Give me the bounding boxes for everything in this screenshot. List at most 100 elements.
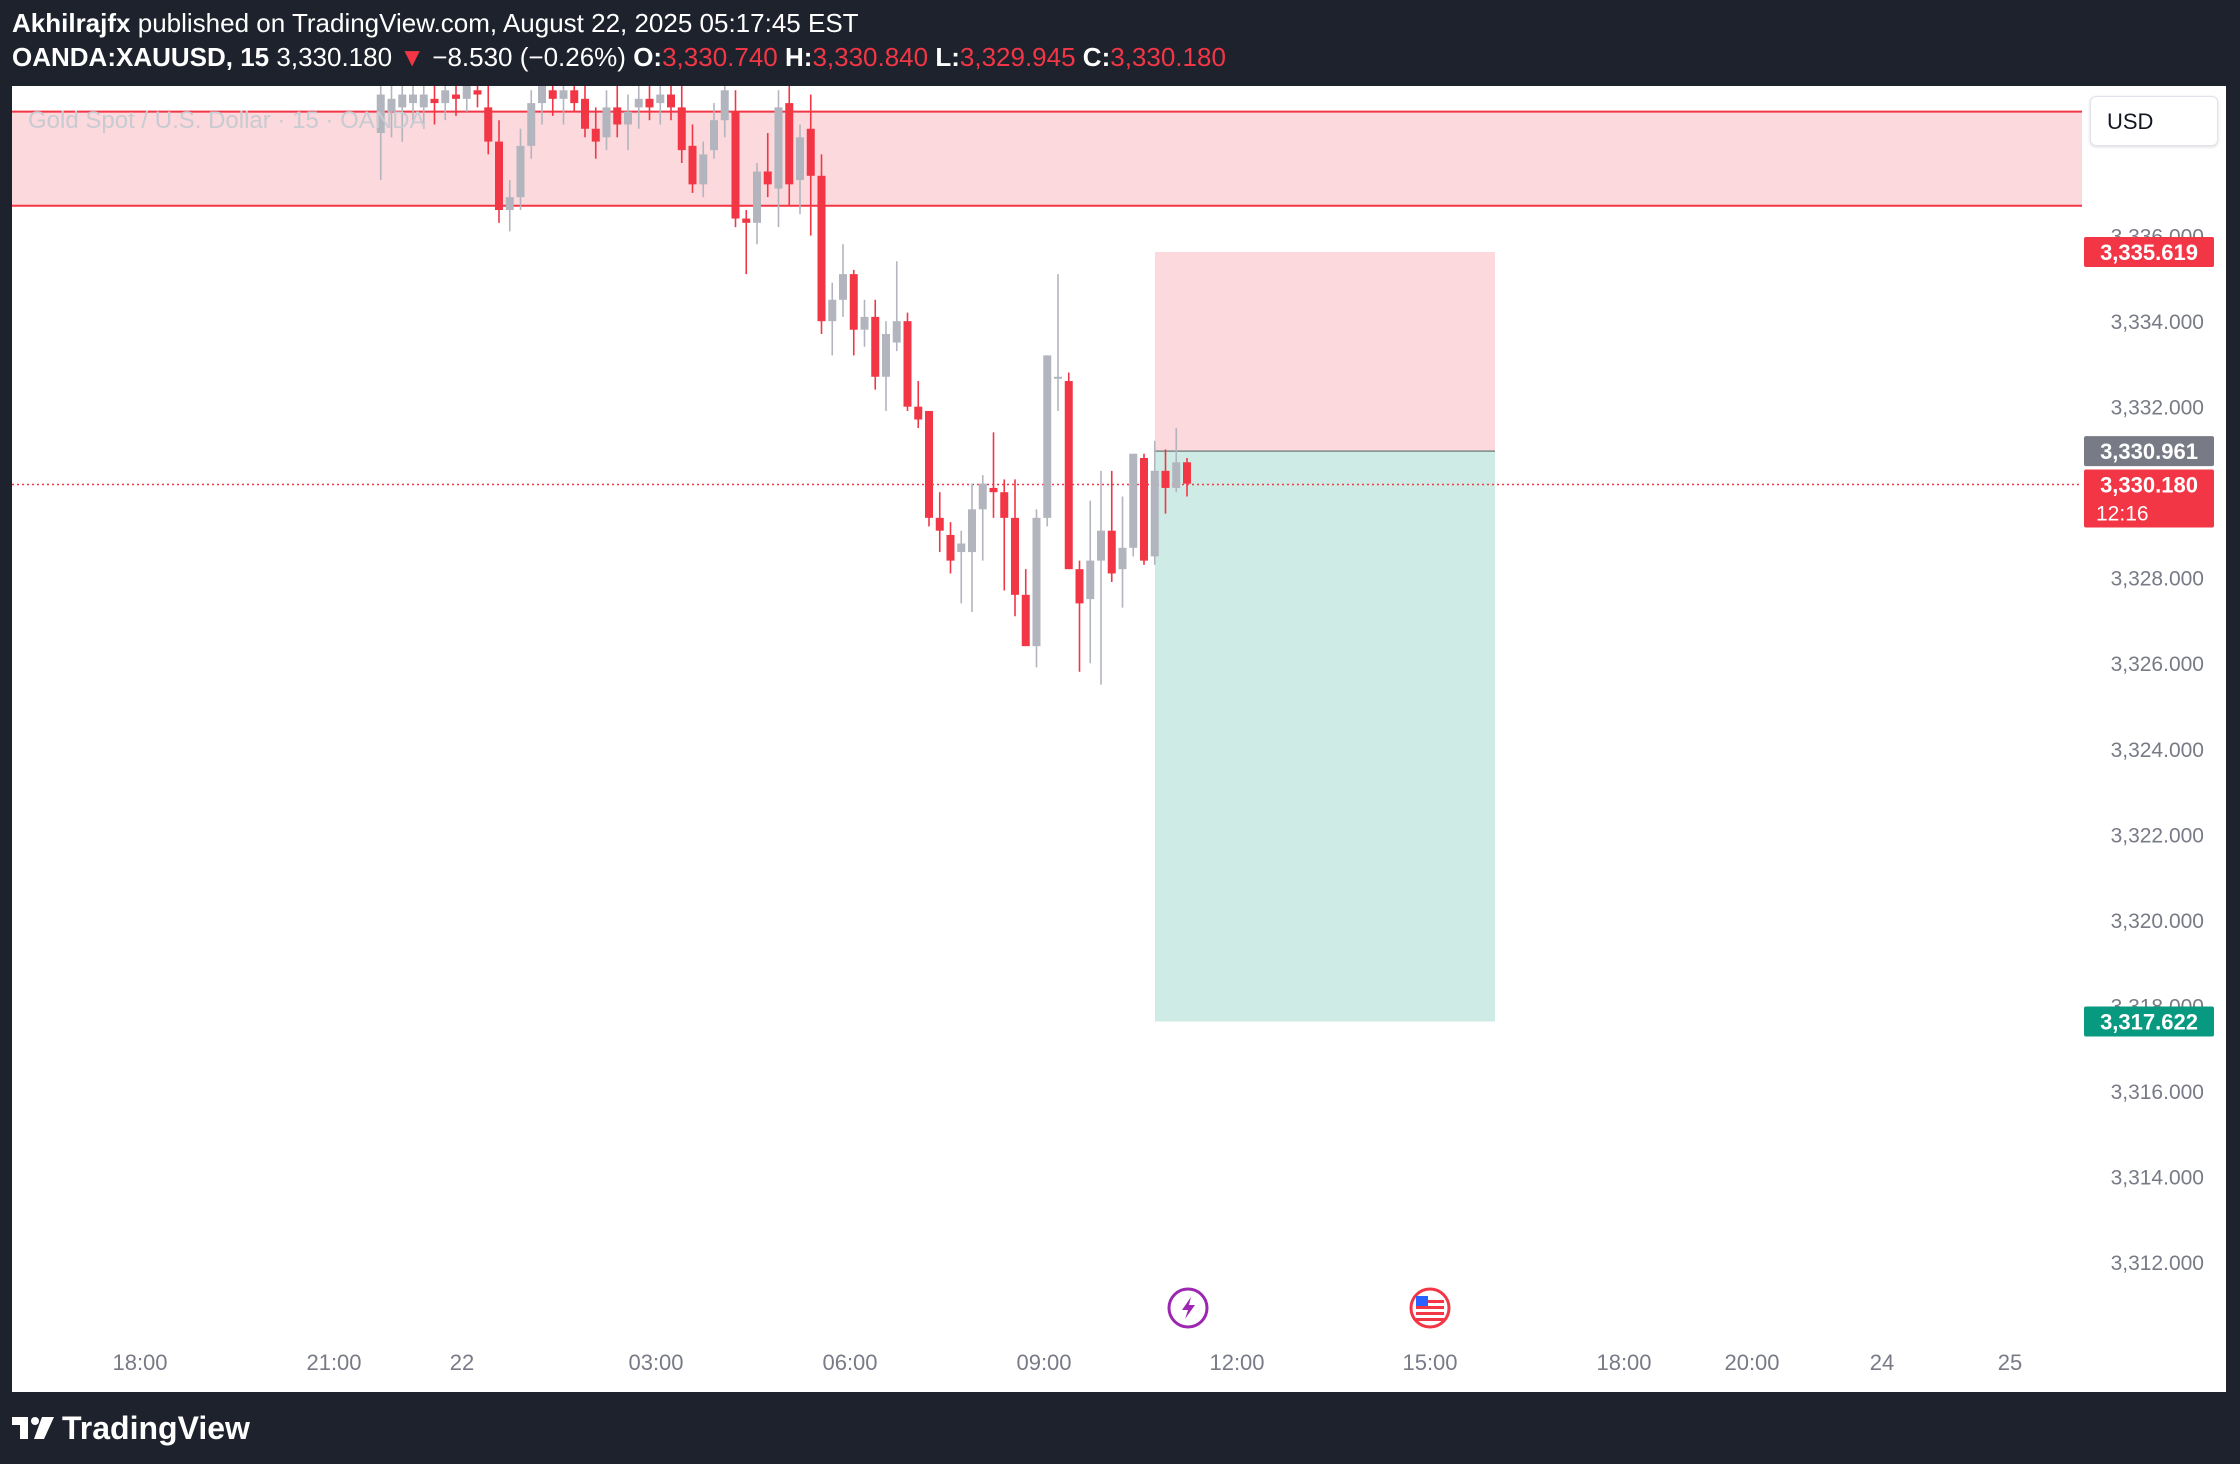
candle-body[interactable] <box>935 517 944 531</box>
candle-body[interactable] <box>903 321 912 407</box>
candle-body[interactable] <box>1054 376 1062 379</box>
candle-body[interactable] <box>1150 470 1159 557</box>
candle-body[interactable] <box>817 175 826 322</box>
candle-body[interactable] <box>1140 458 1148 561</box>
candle-body[interactable] <box>753 171 761 223</box>
y-tick-label: 3,312.000 <box>2111 1252 2204 1275</box>
candle-body[interactable] <box>957 543 966 553</box>
candle-body[interactable] <box>527 103 536 146</box>
candle-body[interactable] <box>441 90 450 104</box>
candle-body[interactable] <box>645 98 654 108</box>
open-value: 3,330.740 <box>662 42 778 72</box>
candle-body[interactable] <box>849 274 858 330</box>
stop-price-label-text: 3,335.619 <box>2100 240 2198 265</box>
supply-zone[interactable] <box>12 111 2082 206</box>
candle-body[interactable] <box>892 321 901 343</box>
candle-body[interactable] <box>828 299 837 322</box>
candle-body[interactable] <box>796 137 804 181</box>
candle-body[interactable] <box>677 107 686 151</box>
candle-body[interactable] <box>548 90 557 99</box>
candle-body[interactable] <box>1011 517 1019 595</box>
candle-body[interactable] <box>581 98 589 129</box>
take-profit-zone[interactable] <box>1155 451 1495 1022</box>
author-name[interactable]: Akhilrajfx <box>12 8 131 38</box>
candle-body[interactable] <box>634 98 643 108</box>
candle-body[interactable] <box>591 128 600 142</box>
price-chart[interactable]: Gold Spot / U.S. Dollar · 15 · OANDA 3,3… <box>12 68 2226 1392</box>
target-price-label[interactable]: 3,317.622 <box>2084 1006 2214 1037</box>
candle-body[interactable] <box>387 98 396 112</box>
stop-loss-zone[interactable] <box>1155 251 1495 452</box>
currency-button[interactable]: USD <box>2090 96 2218 146</box>
candle-body[interactable] <box>860 316 869 330</box>
candle-body[interactable] <box>688 145 697 185</box>
candle-body[interactable] <box>914 406 923 420</box>
candle-body[interactable] <box>667 94 675 108</box>
candle-body[interactable] <box>1086 560 1095 600</box>
candle-body[interactable] <box>505 197 514 210</box>
x-tick-label: 03:00 <box>628 1350 683 1375</box>
zones <box>12 110 2082 1022</box>
candle-body[interactable] <box>925 410 933 518</box>
candle-body[interactable] <box>1107 530 1116 574</box>
entry-price-label[interactable]: 3,330.961 <box>2084 436 2214 467</box>
candle-body[interactable] <box>570 90 579 104</box>
tradingview-logo[interactable]: TradingView <box>12 1408 250 1448</box>
candle-body[interactable] <box>376 94 385 134</box>
candle-body[interactable] <box>785 103 794 185</box>
candle-body[interactable] <box>559 90 568 99</box>
publication-line: Akhilrajfx published on TradingView.com,… <box>12 8 859 39</box>
candle-body[interactable] <box>602 107 611 138</box>
candle-body[interactable] <box>720 90 729 121</box>
candle-body[interactable] <box>624 111 632 125</box>
candle-body[interactable] <box>538 86 546 104</box>
candle-body[interactable] <box>742 218 751 223</box>
candle-body[interactable] <box>989 487 998 493</box>
candle-body[interactable] <box>1183 462 1191 484</box>
candle-body[interactable] <box>1032 517 1041 647</box>
candle-body[interactable] <box>710 120 718 151</box>
y-tick-label: 3,322.000 <box>2111 824 2204 847</box>
candle-body[interactable] <box>430 98 439 104</box>
current-price-label[interactable]: 3,330.180 12:16 <box>2084 469 2214 528</box>
candle-body[interactable] <box>774 107 783 189</box>
candle-body[interactable] <box>613 107 622 125</box>
candle-body[interactable] <box>1021 594 1030 647</box>
candle-body[interactable] <box>398 94 407 108</box>
candle-body[interactable] <box>409 94 417 104</box>
us-flag-icon[interactable] <box>1409 1287 1451 1329</box>
candle-body[interactable] <box>699 154 708 185</box>
candle-body[interactable] <box>452 94 460 99</box>
candle-body[interactable] <box>484 107 493 142</box>
candle-body[interactable] <box>656 94 665 104</box>
candle-body[interactable] <box>462 86 471 99</box>
candle-body[interactable] <box>1000 492 1009 518</box>
candle-body[interactable] <box>1064 381 1073 570</box>
candle-body[interactable] <box>882 334 890 377</box>
x-tick-label: 18:00 <box>112 1350 167 1375</box>
lightning-icon[interactable] <box>1167 1287 1209 1329</box>
candle-body[interactable] <box>1097 530 1105 561</box>
candle-body[interactable] <box>1172 462 1181 488</box>
candle-body[interactable] <box>1118 547 1127 570</box>
candle-body[interactable] <box>419 94 428 108</box>
candle-body[interactable] <box>495 141 503 210</box>
candle-body[interactable] <box>946 534 955 561</box>
candle-body[interactable] <box>763 171 772 185</box>
chart-panel[interactable]: Gold Spot / U.S. Dollar · 15 · OANDA 3,3… <box>12 68 2226 1392</box>
candle-body[interactable] <box>871 316 880 377</box>
candle-body[interactable] <box>806 128 815 176</box>
candle-body[interactable] <box>1075 569 1084 604</box>
y-tick-label: 3,326.000 <box>2111 653 2204 676</box>
stop-price-label[interactable]: 3,335.619 <box>2084 236 2214 267</box>
candle-body[interactable] <box>473 90 482 95</box>
candle-body[interactable] <box>968 509 976 553</box>
candle-body[interactable] <box>1161 470 1170 488</box>
candle-body[interactable] <box>978 483 987 510</box>
candle-body[interactable] <box>1129 453 1138 548</box>
candle-body[interactable] <box>516 145 525 198</box>
candle-body[interactable] <box>1043 355 1052 518</box>
candle-body[interactable] <box>731 111 740 219</box>
change-down-arrow-icon: ▼ <box>399 42 426 72</box>
candle-body[interactable] <box>839 274 847 300</box>
